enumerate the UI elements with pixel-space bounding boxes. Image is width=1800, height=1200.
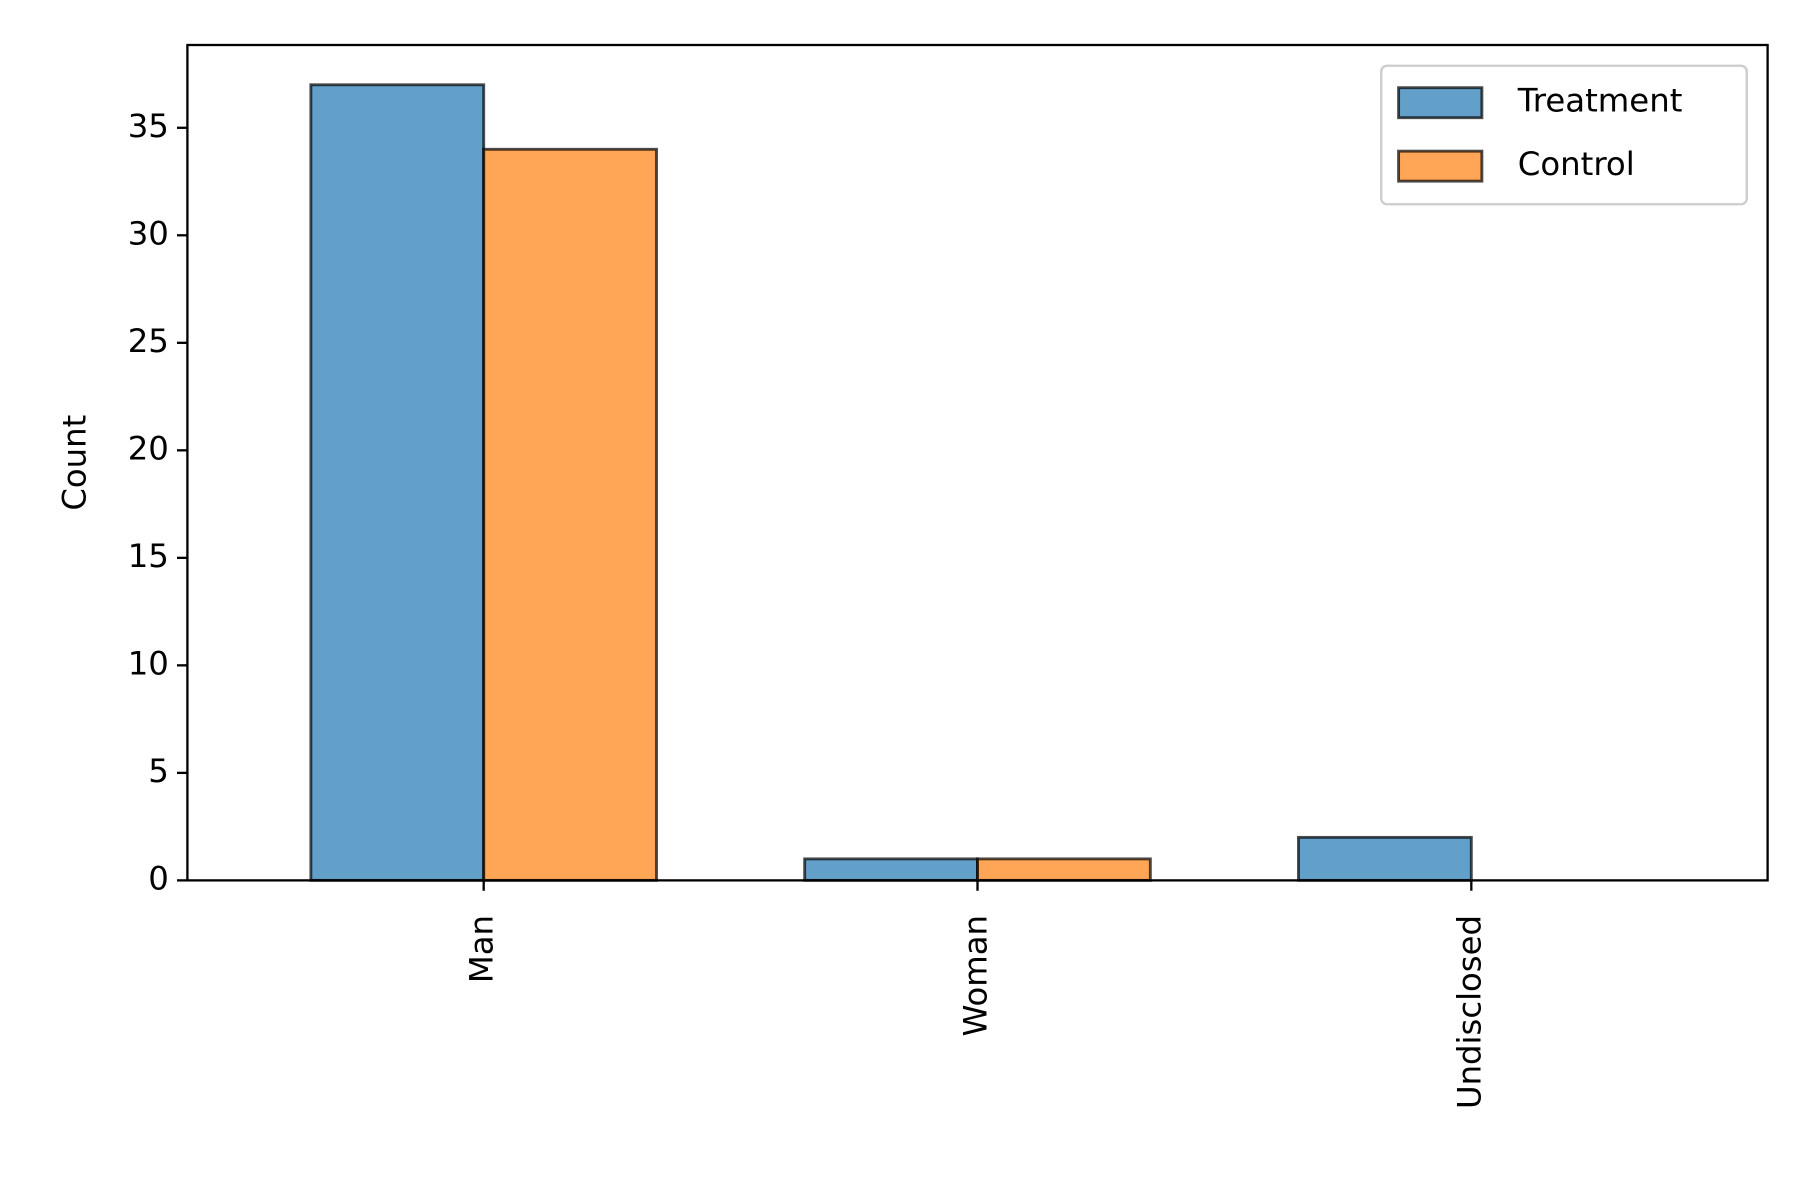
legend-swatch [1397, 86, 1484, 120]
y-tick-label: 10 [128, 644, 169, 682]
y-tick-label: 0 [148, 859, 169, 897]
x-tick-label: Undisclosed [1450, 915, 1488, 1109]
y-tick-label: 25 [128, 322, 169, 360]
legend-label: Control [1518, 145, 1635, 183]
y-tick-label: 35 [128, 107, 169, 145]
y-tick-label: 5 [148, 752, 169, 790]
x-tick-label: Woman [956, 915, 994, 1036]
legend: Treatment Control [1380, 64, 1748, 206]
bar [976, 857, 1152, 882]
bar [482, 147, 658, 882]
x-tick-label: Man [463, 915, 501, 983]
legend-swatch [1397, 149, 1484, 183]
y-axis-label: Count [55, 415, 93, 511]
bar [803, 857, 979, 882]
y-tick-label: 30 [128, 214, 169, 252]
y-tick-label: 15 [128, 537, 169, 575]
legend-label: Treatment [1517, 82, 1683, 120]
bar [1297, 835, 1473, 882]
y-tick-label: 20 [128, 429, 169, 467]
bar [309, 83, 486, 882]
